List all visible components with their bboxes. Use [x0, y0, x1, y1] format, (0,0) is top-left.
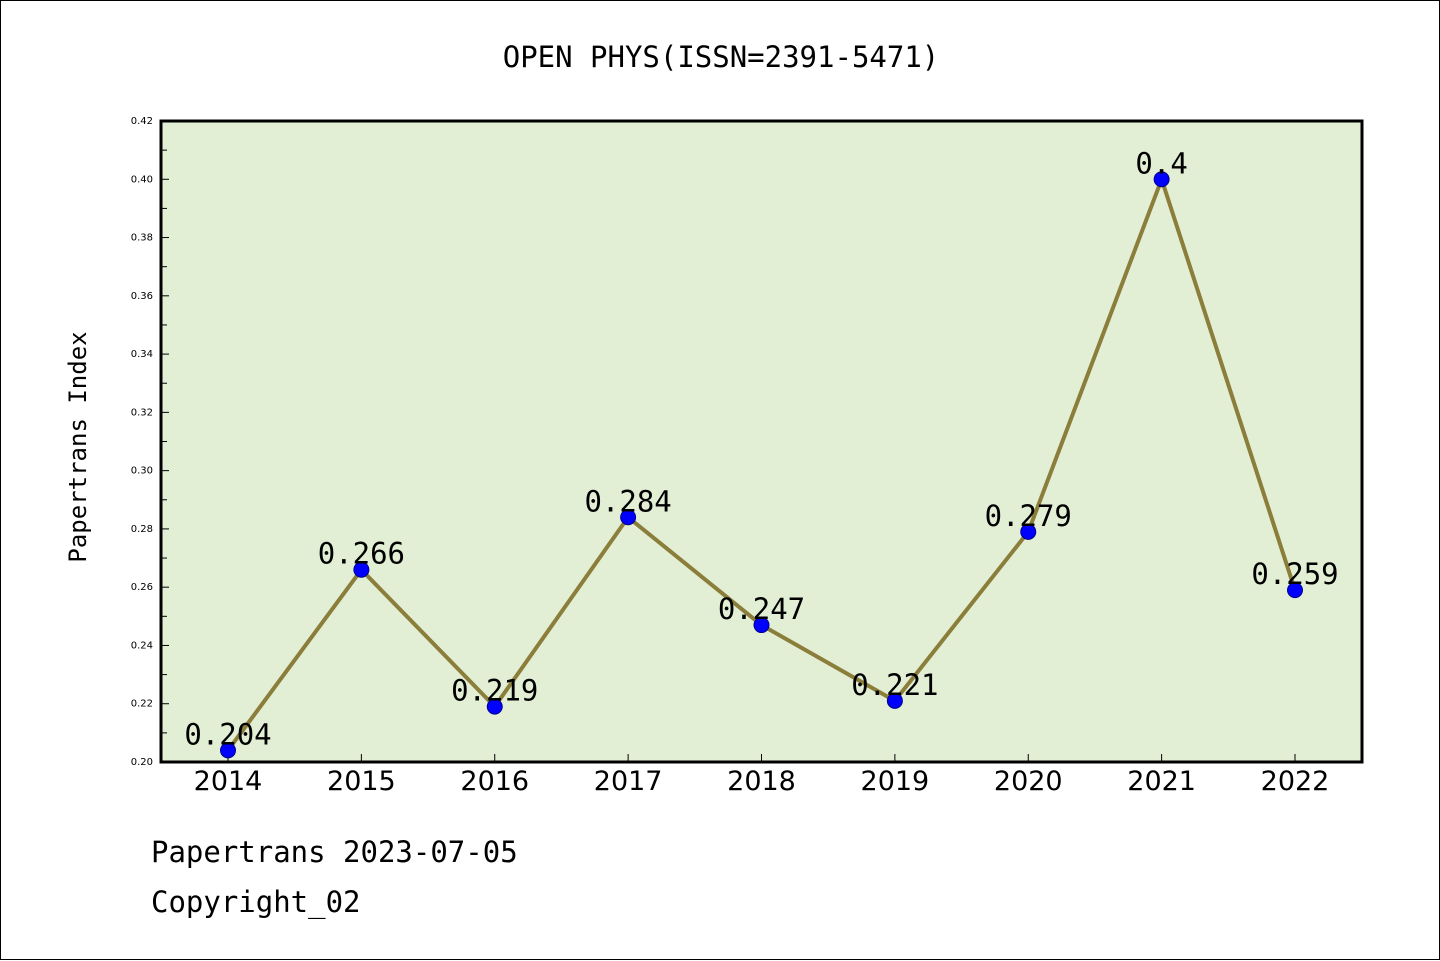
- y-tick-label: 0.26: [131, 582, 153, 593]
- x-tick-label: 2019: [861, 766, 930, 797]
- y-tick-label: 0.42: [131, 116, 153, 127]
- data-label: 0.204: [184, 717, 271, 751]
- x-tick-label: 2021: [1127, 766, 1196, 797]
- y-tick-label: 0.34: [131, 349, 153, 360]
- data-label: 0.266: [318, 537, 405, 571]
- x-tick-label: 2018: [727, 766, 796, 797]
- data-point-marker: [220, 742, 236, 759]
- x-tick-label: 2020: [994, 766, 1063, 797]
- data-point-marker: [753, 617, 770, 634]
- y-tick-label: 0.38: [131, 233, 153, 244]
- y-tick-label: 0.36: [131, 291, 153, 302]
- y-tick-label: 0.20: [131, 757, 153, 768]
- x-tick-label: 2015: [327, 766, 396, 797]
- data-point-marker: [353, 561, 370, 578]
- y-tick-label: 0.24: [131, 640, 153, 651]
- x-tick-label: 2016: [460, 766, 529, 797]
- data-point-marker: [1153, 171, 1170, 188]
- data-point-marker: [886, 692, 903, 709]
- data-point-marker: [486, 698, 503, 715]
- footer-date: Papertrans 2023-07-05: [151, 835, 518, 869]
- plot-area: [159, 119, 1364, 764]
- data-point-marker: [1287, 582, 1303, 599]
- data-label: 0.4: [1135, 146, 1187, 180]
- series-markers: [220, 171, 1303, 759]
- chart-title: OPEN PHYS(ISSN=2391-5471): [503, 40, 940, 74]
- y-tick-label: 0.22: [131, 699, 153, 710]
- data-point-marker: [620, 509, 637, 526]
- data-labels: 0.204 0.266 0.219 0.284 0.247 0.221 0.279 0.4 0.…: [184, 146, 1338, 751]
- x-tick-label: 2014: [194, 766, 263, 797]
- data-label: 0.219: [451, 674, 538, 708]
- data-label: 0.259: [1251, 557, 1338, 591]
- footer-copyright: Copyright_02: [151, 885, 361, 919]
- data-point-marker: [1020, 523, 1037, 540]
- data-label: 0.279: [985, 499, 1072, 533]
- y-tick-label: 0.30: [131, 466, 153, 477]
- y-axis-label: Papertrans Index: [64, 331, 92, 562]
- y-tick-label: 0.32: [131, 407, 153, 418]
- x-axis-ticks: 2014 2015 2016 2017 2018 2019 2020 2021 2022: [194, 754, 1330, 797]
- y-tick-label: 0.28: [131, 524, 153, 535]
- y-axis-ticks: 0.20 0.22 0.24 0.26 0.28 0.30 0.32 0.34 0.36 0.38…: [131, 116, 169, 768]
- y-tick-label: 0.40: [131, 174, 153, 185]
- x-tick-label: 2022: [1261, 766, 1330, 797]
- x-tick-label: 2017: [594, 766, 663, 797]
- data-label: 0.221: [851, 668, 938, 702]
- data-label: 0.284: [584, 484, 671, 518]
- data-label: 0.247: [718, 592, 805, 626]
